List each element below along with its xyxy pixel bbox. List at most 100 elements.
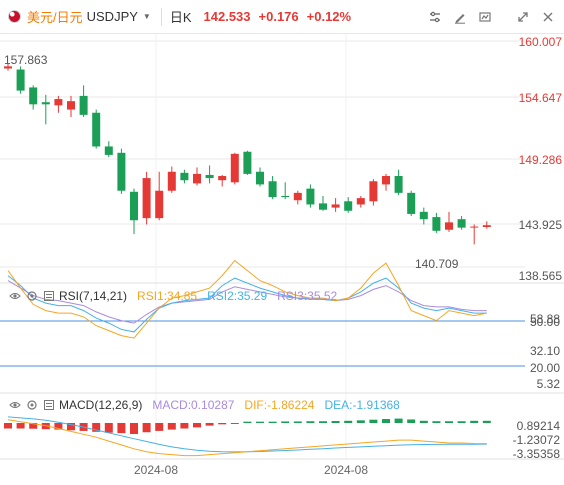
time-tick-label: 2024-08	[134, 463, 178, 477]
indicator-settings-icon[interactable]	[25, 399, 38, 412]
candle-body	[482, 225, 491, 228]
macd-bar	[67, 423, 75, 431]
rsi-tick-label: 20.00	[530, 361, 560, 375]
macd-bar	[142, 423, 151, 433]
macd-bar	[382, 419, 390, 423]
price-tick-label: 160.007	[519, 35, 563, 49]
rsi-header: RSI(7,14,21) RSI1:34.85 RSI2:35.29 RSI3:…	[0, 287, 337, 305]
chart-toolbar: 美元/日元 USDJPY ▼ 日K 142.533 +0.176 +0.12%	[0, 0, 564, 34]
candle-body	[256, 171, 264, 185]
candle-body	[268, 181, 277, 198]
candle-body	[419, 211, 428, 220]
macd-bar	[369, 419, 378, 423]
time-tick-label: 2024-08	[324, 463, 368, 477]
macd-tick-label: -3.35358	[513, 447, 561, 461]
macd-bar	[457, 421, 466, 423]
indicator-settings-icon[interactable]	[25, 290, 38, 303]
candle-body	[4, 66, 12, 69]
macd-tick-label: -1.23072	[513, 433, 561, 447]
rsi3-value: RSI3:35.52	[277, 289, 338, 303]
rsi2-value: RSI2:35.29	[207, 289, 268, 303]
macd-bar	[419, 420, 428, 423]
macd-bar	[205, 423, 214, 426]
candle-body	[293, 192, 302, 201]
macd-bar	[230, 423, 239, 424]
indicator-icon[interactable]	[475, 7, 495, 27]
time-axis: 2024-08 2024-08	[134, 463, 368, 477]
candle-body	[382, 175, 390, 185]
macd-lines	[7, 416, 487, 457]
price-tick-label: 138.565	[519, 269, 563, 283]
rsi2-line	[7, 275, 487, 333]
candle-body	[331, 204, 340, 208]
price-change: +0.176	[258, 9, 299, 24]
macd-axis: 0.89214 -1.23072 -3.35358	[513, 419, 561, 461]
dropdown-icon[interactable]: ▼	[142, 12, 151, 21]
candle-body	[432, 217, 441, 231]
candle-body	[54, 99, 63, 106]
macd-bar	[445, 421, 453, 423]
price-tick-label: 149.286	[519, 153, 563, 167]
rsi-series	[7, 259, 487, 339]
hide-indicator-icon[interactable]	[8, 399, 21, 412]
macd-bar	[130, 423, 138, 434]
macd-bar	[117, 423, 126, 434]
candle-body	[243, 151, 252, 174]
candle-body	[457, 219, 466, 228]
macd-value: MACD:0.10287	[152, 398, 235, 412]
macd-bar	[319, 421, 327, 423]
last-price: 142.533	[203, 9, 251, 24]
macd-bar	[155, 423, 164, 431]
candle-body	[394, 175, 403, 193]
candle-body	[193, 173, 201, 184]
candle-body	[319, 203, 327, 210]
indicator-menu-icon[interactable]	[42, 290, 55, 303]
period-selector[interactable]: 日K	[169, 10, 192, 25]
macd-tick-label: 0.89214	[517, 419, 561, 433]
candle-body	[41, 102, 50, 105]
candle-body	[130, 191, 138, 221]
candle-body	[356, 198, 365, 205]
rsi-tick-label: 58.88	[530, 312, 560, 326]
macd-header: MACD(12,26,9) MACD:0.10287 DIF:-1.86224 …	[0, 396, 400, 414]
macd-bar	[180, 423, 189, 429]
macd-bar	[4, 423, 12, 429]
rsi1-line	[7, 259, 487, 339]
rsi-tick-label: 50.00	[530, 315, 560, 329]
candle-body	[470, 226, 479, 228]
candle-body	[104, 146, 113, 155]
close-icon[interactable]	[538, 7, 558, 27]
macd-bar	[306, 421, 315, 423]
candle-body	[67, 101, 75, 110]
candle-body	[79, 95, 88, 115]
macd-bar	[331, 421, 340, 423]
macd-bar	[167, 423, 176, 430]
settings-sliders-icon[interactable]	[425, 7, 445, 27]
dea-value: DEA:-1.91368	[324, 398, 400, 412]
candle-body	[369, 181, 378, 202]
rsi-axis: 58.88 50.00 32.10 20.00 5.32	[530, 312, 560, 391]
macd-bar	[344, 420, 353, 423]
candle-body	[205, 174, 214, 179]
macd-bar	[407, 419, 416, 423]
macd-bar	[193, 423, 201, 428]
candle-body	[445, 222, 453, 230]
candle-body	[407, 192, 416, 214]
rsi-tick-label: 32.10	[530, 344, 560, 358]
indicator-menu-icon[interactable]	[42, 399, 55, 412]
dif-value: DIF:-1.86224	[244, 398, 315, 412]
macd-bar	[281, 421, 290, 423]
rsi-tick-label: 5.32	[537, 377, 561, 391]
rsi-title: RSI(7,14,21)	[59, 289, 128, 303]
expand-icon[interactable]	[513, 7, 533, 27]
price-chart[interactable]: 160.007 154.647 149.286 143.925 138.565 …	[0, 34, 564, 485]
symbol-code[interactable]: USDJPY	[86, 9, 138, 24]
macd-bar	[394, 418, 403, 423]
hide-indicator-icon[interactable]	[8, 290, 21, 303]
symbol-name-cn[interactable]: 美元/日元	[27, 10, 83, 25]
draw-icon[interactable]	[450, 7, 470, 27]
rsi1-value: RSI1:34.85	[137, 289, 198, 303]
candle-body	[92, 112, 101, 147]
macd-bar	[256, 421, 264, 423]
flag-icon	[8, 10, 21, 23]
